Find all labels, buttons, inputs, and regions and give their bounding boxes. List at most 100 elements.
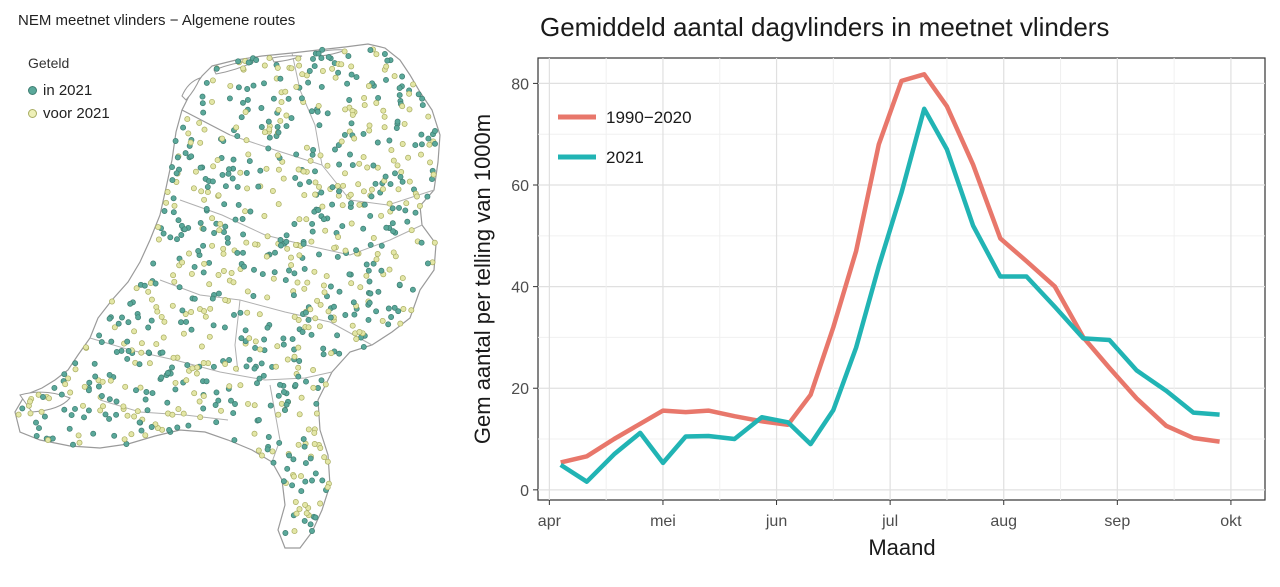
route-dot-before-2021 [296,252,303,259]
route-dot-2021 [176,284,183,291]
route-dot-2021 [265,145,272,152]
route-dot-2021 [310,147,317,153]
route-dot-2021 [169,364,175,371]
route-dot-2021 [164,370,171,376]
route-dot-2021 [209,178,216,185]
route-dot-before-2021 [361,102,368,109]
route-dot-2021 [347,151,353,158]
route-dot-2021 [432,140,438,147]
route-dot-before-2021 [391,73,398,80]
route-dot-2021 [252,344,259,351]
route-dot-2021 [282,277,289,284]
route-dot-2021 [366,299,373,306]
route-dot-2021 [396,85,403,92]
route-dot-2021 [210,363,217,370]
route-dot-2021 [173,170,180,177]
route-dot-before-2021 [302,501,309,508]
route-dot-before-2021 [401,120,408,127]
route-dot-2021 [308,331,315,338]
route-dot-2021 [250,293,257,299]
route-dot-before-2021 [279,158,286,165]
route-dot-2021 [119,314,125,321]
route-dot-before-2021 [347,191,354,198]
route-dot-before-2021 [310,367,317,373]
x-tick-label: mei [650,513,676,530]
route-dot-before-2021 [383,63,390,70]
route-dot-before-2021 [405,154,412,161]
route-dot-2021 [91,360,98,367]
route-dot-2021 [259,271,266,278]
route-dot-before-2021 [278,99,285,106]
route-dot-2021 [148,424,155,430]
route-dot-2021 [389,205,396,212]
route-dot-before-2021 [192,168,199,175]
route-dot-2021 [113,398,120,405]
route-dot-before-2021 [332,74,339,81]
route-dot-2021 [309,220,316,227]
route-dot-before-2021 [170,354,177,361]
route-dot-2021 [290,456,297,463]
route-dot-2021 [370,162,377,169]
route-dot-before-2021 [408,307,415,314]
route-dot-2021 [200,242,207,249]
route-dot-2021 [419,102,426,109]
route-dot-2021 [282,407,288,414]
route-dot-2021 [418,239,425,246]
route-dot-2021 [394,118,401,125]
route-dot-before-2021 [373,51,380,58]
route-dot-before-2021 [366,127,373,134]
x-axis-title: Maand [868,535,935,560]
route-dot-before-2021 [348,220,355,227]
route-dot-before-2021 [293,510,300,517]
route-dot-2021 [320,216,327,223]
route-dot-2021 [261,80,267,87]
route-dot-2021 [215,290,222,297]
route-dot-2021 [256,375,263,382]
route-dot-before-2021 [180,410,187,417]
route-dot-2021 [235,58,242,65]
route-dot-2021 [318,189,325,196]
route-dot-before-2021 [295,441,302,448]
route-dot-before-2021 [342,170,348,177]
route-dot-2021 [149,390,156,397]
route-dot-before-2021 [292,499,299,505]
route-dot-2021 [271,269,278,276]
route-dot-before-2021 [291,528,298,535]
route-dot-2021 [342,312,349,318]
x-tick-label: apr [538,513,562,530]
route-dot-2021 [404,218,411,225]
route-dot-before-2021 [305,426,312,433]
route-dot-2021 [106,371,113,378]
route-dot-2021 [235,201,242,208]
route-dot-2021 [85,407,92,414]
route-dot-2021 [234,249,241,256]
route-dot-2021 [336,161,343,168]
route-dot-2021 [318,55,325,62]
route-dot-before-2021 [261,129,268,136]
route-dot-before-2021 [45,437,51,443]
route-dot-before-2021 [301,285,308,292]
route-dot-before-2021 [280,175,287,182]
route-dot-2021 [270,459,277,466]
route-dot-2021 [203,378,210,385]
axes: 0 20 40 60 80 apr mei jun jul aug sep okt [511,76,1242,530]
route-dot-2021 [283,238,290,245]
route-dot-2021 [329,184,336,191]
route-dot-2021 [191,263,198,270]
route-dot-before-2021 [298,394,305,401]
route-dot-before-2021 [46,395,52,402]
netherlands-map [14,43,441,549]
route-dot-before-2021 [356,329,363,335]
route-dot-2021 [318,377,325,384]
route-dot-before-2021 [366,122,373,129]
route-dot-before-2021 [398,169,405,175]
route-dot-2021 [367,241,374,248]
route-dot-2021 [199,93,206,100]
route-dot-2021 [241,263,247,270]
route-dot-before-2021 [240,65,247,72]
route-dot-before-2021 [295,364,302,371]
route-dot-2021 [258,360,265,367]
route-dot-2021 [49,435,56,442]
route-dot-before-2021 [348,280,355,287]
route-dot-2021 [302,309,309,316]
